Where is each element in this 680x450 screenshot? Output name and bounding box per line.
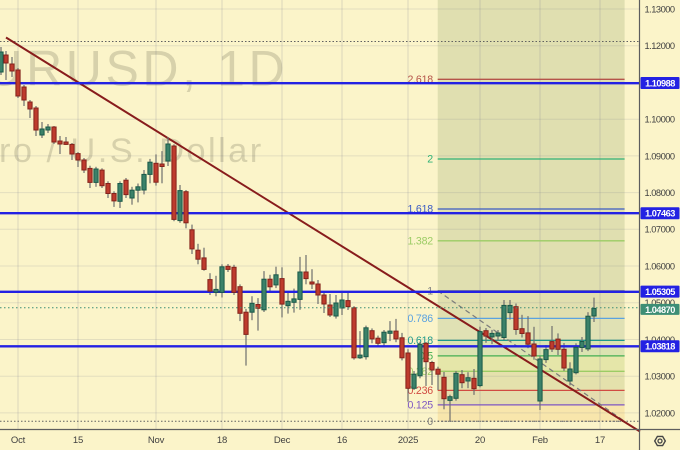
svg-text:2025: 2025 [398,435,418,446]
svg-text:1.09000: 1.09000 [645,151,675,161]
svg-text:Nov: Nov [148,435,165,446]
svg-text:0: 0 [427,416,433,428]
svg-text:1.07463: 1.07463 [645,209,675,219]
svg-text:Oct: Oct [11,435,26,446]
svg-text:1.10988: 1.10988 [645,78,675,88]
svg-text:15: 15 [73,435,83,446]
svg-text:1.03000: 1.03000 [645,372,675,382]
svg-text:1.13000: 1.13000 [645,4,675,14]
svg-text:1.03818: 1.03818 [645,342,675,352]
svg-text:17: 17 [595,435,605,446]
svg-text:1.04870: 1.04870 [645,305,675,315]
svg-text:1.10000: 1.10000 [645,115,675,125]
svg-text:2: 2 [427,154,433,166]
svg-text:1.04000: 1.04000 [645,335,675,345]
svg-text:18: 18 [217,435,227,446]
svg-text:1.05000: 1.05000 [645,298,675,308]
svg-text:Euro / U.S. Dollar: Euro / U.S. Dollar [0,132,264,170]
svg-text:1.12000: 1.12000 [645,41,675,51]
svg-text:1.05305: 1.05305 [645,287,675,297]
svg-text:Feb: Feb [532,435,548,446]
svg-text:1.06000: 1.06000 [645,261,675,271]
svg-text:1.08000: 1.08000 [645,188,675,198]
svg-text:1.02000: 1.02000 [645,408,675,418]
svg-text:0.125: 0.125 [407,399,433,411]
svg-text:0.236: 0.236 [407,385,433,397]
svg-text:0.786: 0.786 [407,313,433,325]
svg-text:Dec: Dec [274,435,291,446]
svg-text:1.382: 1.382 [407,235,433,247]
svg-text:1.07000: 1.07000 [645,225,675,235]
svg-text:16: 16 [337,435,347,446]
svg-text:EURUSD, 1D: EURUSD, 1D [0,40,288,96]
svg-text:20: 20 [475,435,485,446]
